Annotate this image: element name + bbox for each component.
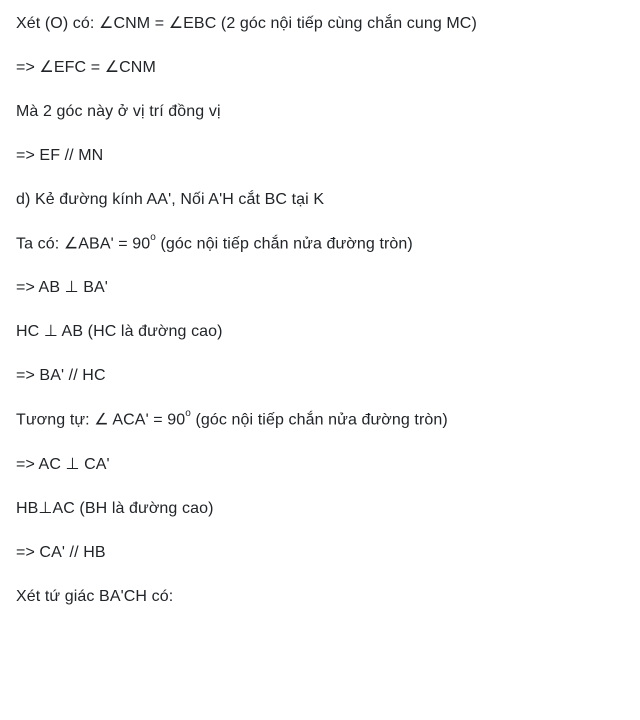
proof-line-8: HC ⊥ AB (HC là đường cao) [16, 320, 624, 344]
proof-line-11: => AC ⊥ CA' [16, 453, 624, 477]
proof-line-9: => BA' // HC [16, 364, 624, 388]
proof-line-10: Tương tự: ∠ ACA' = 90o (góc nội tiếp chắ… [16, 408, 624, 432]
proof-line-13: => CA' // HB [16, 541, 624, 565]
line10-part-b: (góc nội tiếp chắn nửa đường tròn) [191, 412, 448, 429]
proof-line-12: HB⊥AC (BH là đường cao) [16, 497, 624, 521]
proof-line-4: => EF // MN [16, 144, 624, 168]
line10-part-a: Tương tự: ∠ ACA' = 90 [16, 412, 185, 429]
proof-line-1: Xét (O) có: ∠CNM = ∠EBC (2 góc nội tiếp … [16, 12, 624, 36]
proof-line-2: => ∠EFC = ∠CNM [16, 56, 624, 80]
degree-symbol: o [150, 232, 156, 243]
proof-line-5: d) Kẻ đường kính AA', Nối A'H cắt BC tại… [16, 188, 624, 212]
proof-line-7: => AB ⊥ BA' [16, 276, 624, 300]
degree-symbol: o [185, 408, 191, 419]
proof-line-3: Mà 2 góc này ở vị trí đồng vị [16, 100, 624, 124]
proof-line-6: Ta có: ∠ABA' = 90o (góc nội tiếp chắn nử… [16, 232, 624, 256]
line6-part-a: Ta có: ∠ABA' = 90 [16, 235, 150, 252]
line6-part-b: (góc nội tiếp chắn nửa đường tròn) [156, 235, 413, 252]
proof-line-14: Xét tứ giác BA'CH có: [16, 585, 624, 609]
